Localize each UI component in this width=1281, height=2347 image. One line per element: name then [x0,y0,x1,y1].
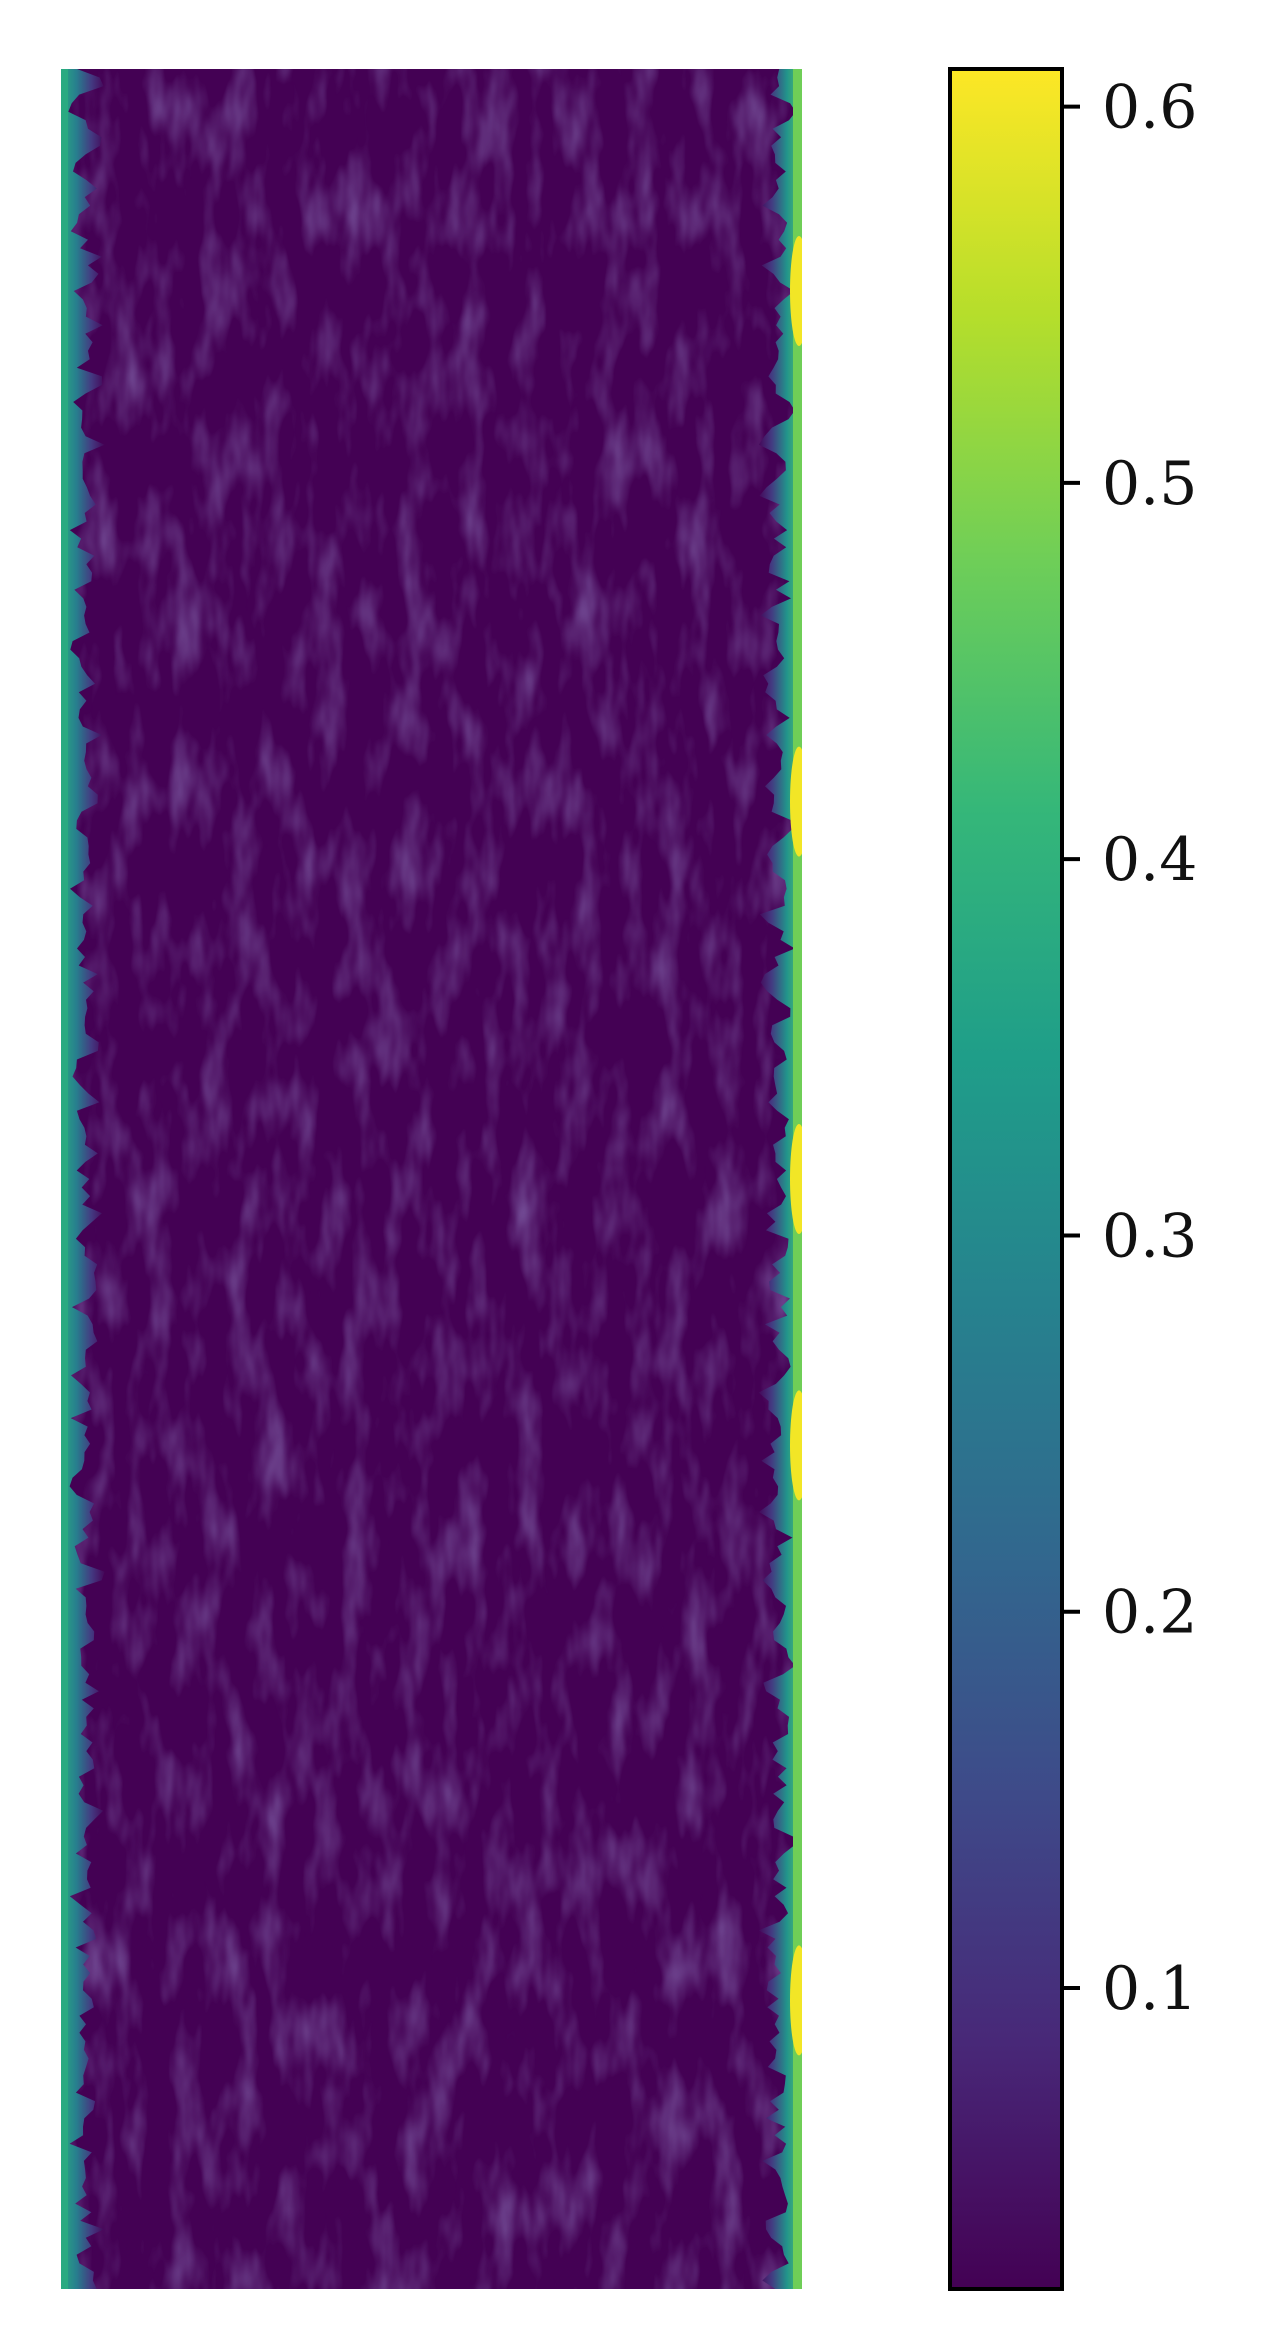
colorbar-tick-label: 0.2 [1102,1578,1197,1648]
colorbar-tick-label: 0.5 [1102,449,1197,519]
left-wall-boundary-layer [61,69,105,2289]
colorbar-tick-label: 0.4 [1102,825,1197,895]
colorbar-ticks: 0.1 0.2 0.3 0.4 0.5 0.6 [1062,73,1197,2024]
colorbar-tick-label: 0.1 [1102,1954,1197,2024]
heatmap-left-wall-layer [61,69,105,2289]
right-wall-peak [790,1945,802,2056]
right-wall-peak [790,1390,802,1501]
heatmap-turbulence [61,69,802,2289]
colorbar-tick-label: 0.3 [1102,1201,1197,1271]
colorbar-tick-label: 0.6 [1102,73,1197,143]
right-wall-peak [790,236,802,346]
left-wall-strip [61,69,68,2289]
heatmap-right-wall-layer [758,69,802,2289]
heatmap-field [61,69,802,2289]
right-wall-peak [790,1124,802,1234]
colorbar-frame [948,67,1064,2291]
right-wall-peak [790,746,802,857]
colorbar-gradient [950,69,1062,2289]
right-wall-boundary-layer [758,69,802,2289]
colorbar: 0.1 0.2 0.3 0.4 0.5 0.6 [948,67,1197,2291]
